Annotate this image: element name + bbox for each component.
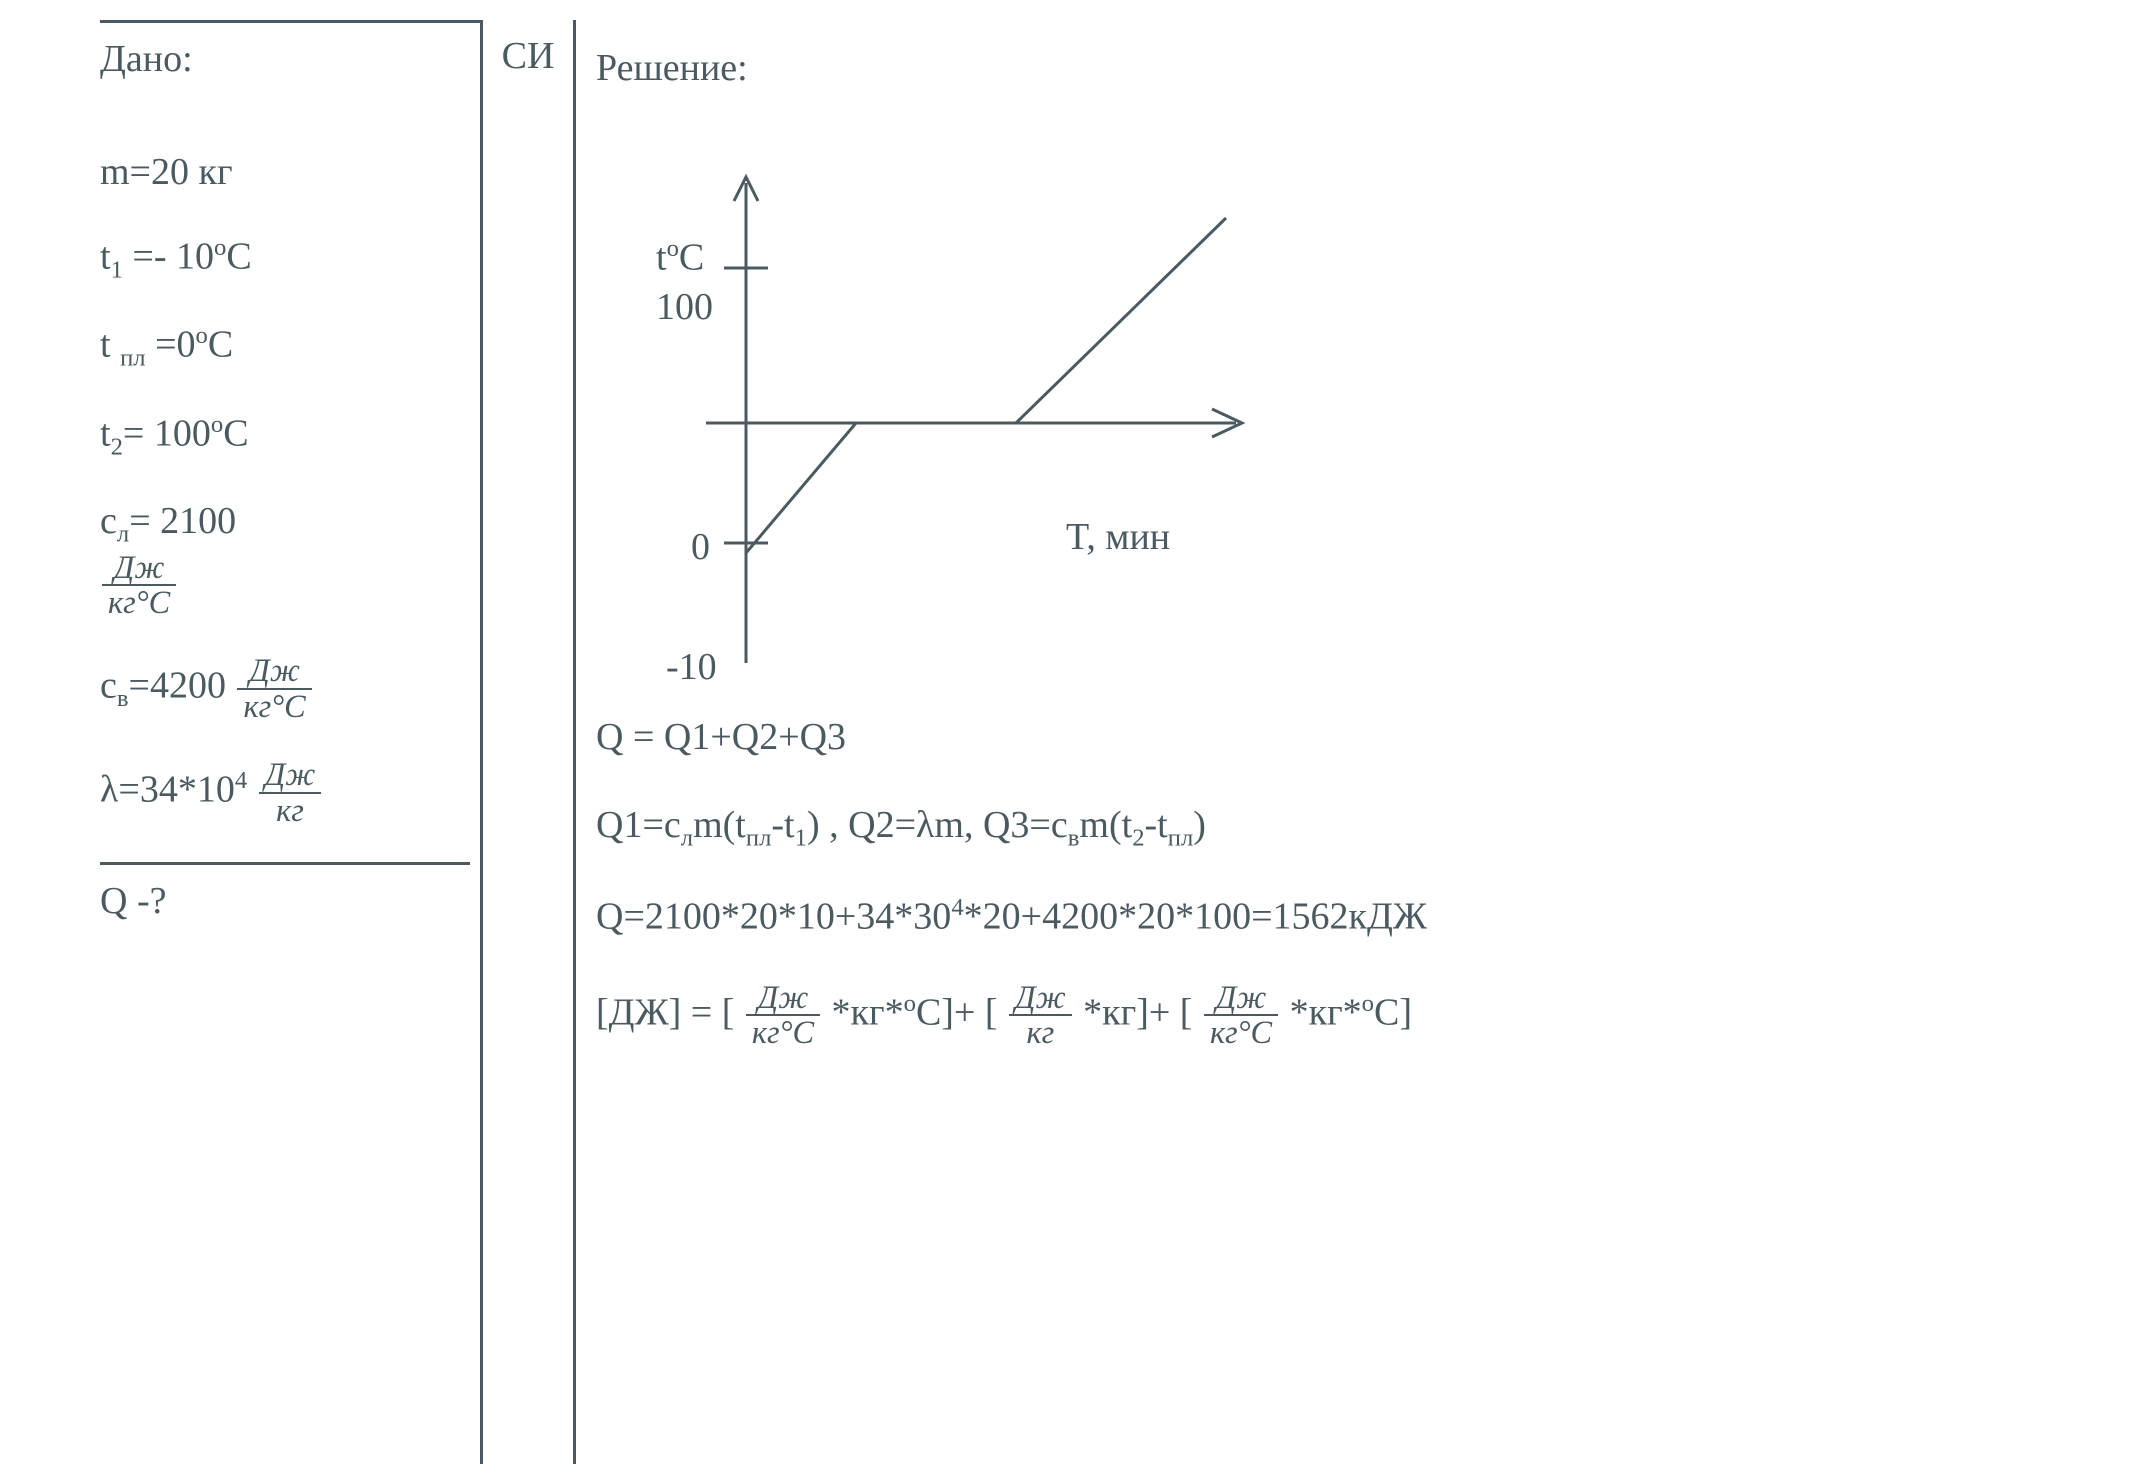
u1-ts: о <box>904 990 916 1017</box>
c-ice-sub: л <box>117 520 129 547</box>
t2-rest: = 100 <box>123 412 211 454</box>
lambda-num: Дж <box>259 758 322 794</box>
q1-s3: 1 <box>795 824 807 851</box>
graph-x-label: T, мин <box>1066 513 1170 562</box>
given-question: Q -? <box>100 865 470 926</box>
u1-tb: С]+ [ <box>916 991 998 1033</box>
q2-a: Q2=λm, <box>839 804 974 846</box>
given-tpl: t пл =0oC <box>100 320 470 374</box>
lambda-sup: 4 <box>235 767 247 794</box>
heating-graph: toC 100 0 -10 T, мин <box>596 123 1276 683</box>
q3-c: -t <box>1145 804 1168 846</box>
c-water-den: кг°С <box>237 690 311 724</box>
t1-prefix: t <box>100 235 111 277</box>
u2-t: *кг]+ [ <box>1074 991 1193 1033</box>
y-label-sup: o <box>667 235 679 262</box>
si-header: СИ <box>502 35 555 77</box>
c-ice-num: Дж <box>102 551 176 587</box>
t1-sup: o <box>214 234 226 261</box>
u1-den: кг°С <box>746 1016 820 1050</box>
tpl-tail: C <box>208 324 233 366</box>
given-c-water: св=4200 Дж кг°С <box>100 654 470 724</box>
graph-y-label: toC <box>656 233 704 283</box>
u3-tb: С] <box>1374 991 1412 1033</box>
t1-sub: 1 <box>111 256 123 283</box>
q3-s1: в <box>1068 824 1080 851</box>
given-t2: t2= 100oC <box>100 409 470 463</box>
tpl-sup: o <box>196 322 208 349</box>
u3-ta: *кг* <box>1280 991 1362 1033</box>
tpl-sub: пл <box>120 344 146 371</box>
tpl-prefix: t <box>100 324 120 366</box>
q1-a: Q1=c <box>596 804 681 846</box>
t2-sub: 2 <box>111 433 123 460</box>
given-header: Дано: <box>100 23 470 114</box>
given-c-ice: сл= 2100 Дж кг°С <box>100 497 470 621</box>
t2-tail: C <box>223 412 248 454</box>
c-ice-lead: с <box>100 500 117 542</box>
u3-num: Дж <box>1204 981 1278 1017</box>
lambda-den: кг <box>259 794 322 828</box>
q1-s2: пл <box>746 824 772 851</box>
y-label-tail: C <box>679 237 704 279</box>
u-frac1: Дж кг°С <box>746 981 820 1051</box>
q1-s1: л <box>681 824 693 851</box>
calc-post: *20+4200*20*100=1562кДЖ <box>964 896 1427 938</box>
y-label-t: t <box>656 237 667 279</box>
graph-svg <box>596 123 1276 683</box>
calc-sup: 4 <box>951 894 963 921</box>
u-frac3: Дж кг°С <box>1204 981 1278 1051</box>
given-mass: m=20 кг <box>100 148 470 197</box>
q1-c: -t <box>771 804 794 846</box>
u-frac2: Дж кг <box>1009 981 1072 1051</box>
physics-problem-page: Дано: m=20 кг t1 =- 10oC t пл =0oC t2= 1… <box>0 0 2142 1484</box>
t2-sup: o <box>211 411 223 438</box>
u-open: [ДЖ] = [ <box>596 991 734 1033</box>
given-t1: t1 =- 10oC <box>100 232 470 286</box>
u3-den: кг°С <box>1204 1016 1278 1050</box>
t1-rest: =- 10 <box>123 235 214 277</box>
solution-header: Решение: <box>596 32 2102 123</box>
u1-num: Дж <box>746 981 820 1017</box>
given-column: Дано: m=20 кг t1 =- 10oC t пл =0oC t2= 1… <box>100 20 483 1464</box>
si-column: СИ <box>483 20 576 1464</box>
q1-b: m(t <box>693 804 746 846</box>
c-water-eq: =4200 <box>129 665 236 707</box>
graph-tick-0: 0 <box>691 523 710 572</box>
eq-calc: Q=2100*20*10+34*304*20+4200*20*100=1562к… <box>596 892 2102 942</box>
q1-d: ) , <box>807 804 839 846</box>
calc-pre: Q=2100*20*10+34*30 <box>596 896 951 938</box>
graph-tick-100: 100 <box>656 283 713 332</box>
u2-num: Дж <box>1009 981 1072 1017</box>
eq-sum: Q = Q1+Q2+Q3 <box>596 713 2102 762</box>
q3-s2: 2 <box>1132 824 1144 851</box>
columns: Дано: m=20 кг t1 =- 10oC t пл =0oC t2= 1… <box>100 20 2102 1464</box>
c-water-lead: с <box>100 665 117 707</box>
t2-prefix: t <box>100 412 111 454</box>
lambda-lead: λ=34*10 <box>100 769 235 811</box>
given-lambda: λ=34*104 Дж кг <box>100 758 470 828</box>
q3-b: m(t <box>1079 804 1132 846</box>
c-ice-den: кг°С <box>102 586 176 620</box>
q3-s3: пл <box>1168 824 1194 851</box>
q3-a: Q3=c <box>973 804 1067 846</box>
lambda-frac: Дж кг <box>259 758 322 828</box>
u3-ts: о <box>1362 990 1374 1017</box>
c-water-frac: Дж кг°С <box>237 654 311 724</box>
u1-ta: *кг* <box>822 991 904 1033</box>
eq-defs: Q1=cлm(tпл-t1) , Q2=λm, Q3=cвm(t2-tпл) <box>596 801 2102 855</box>
eq-units: [ДЖ] = [ Дж кг°С *кг*оС]+ [ Дж кг *кг]+ … <box>596 981 2102 1051</box>
solution-column: Решение: toC <box>576 20 2102 1464</box>
c-water-num: Дж <box>237 654 311 690</box>
t1-tail: C <box>226 235 251 277</box>
graph-tick-neg10: -10 <box>666 643 717 692</box>
c-water-sub: в <box>117 686 129 713</box>
c-ice-frac: Дж кг°С <box>102 551 176 621</box>
tpl-rest: =0 <box>146 324 196 366</box>
u2-den: кг <box>1009 1016 1072 1050</box>
q3-d: ) <box>1193 804 1206 846</box>
c-ice-eq: = 2100 <box>129 500 236 542</box>
